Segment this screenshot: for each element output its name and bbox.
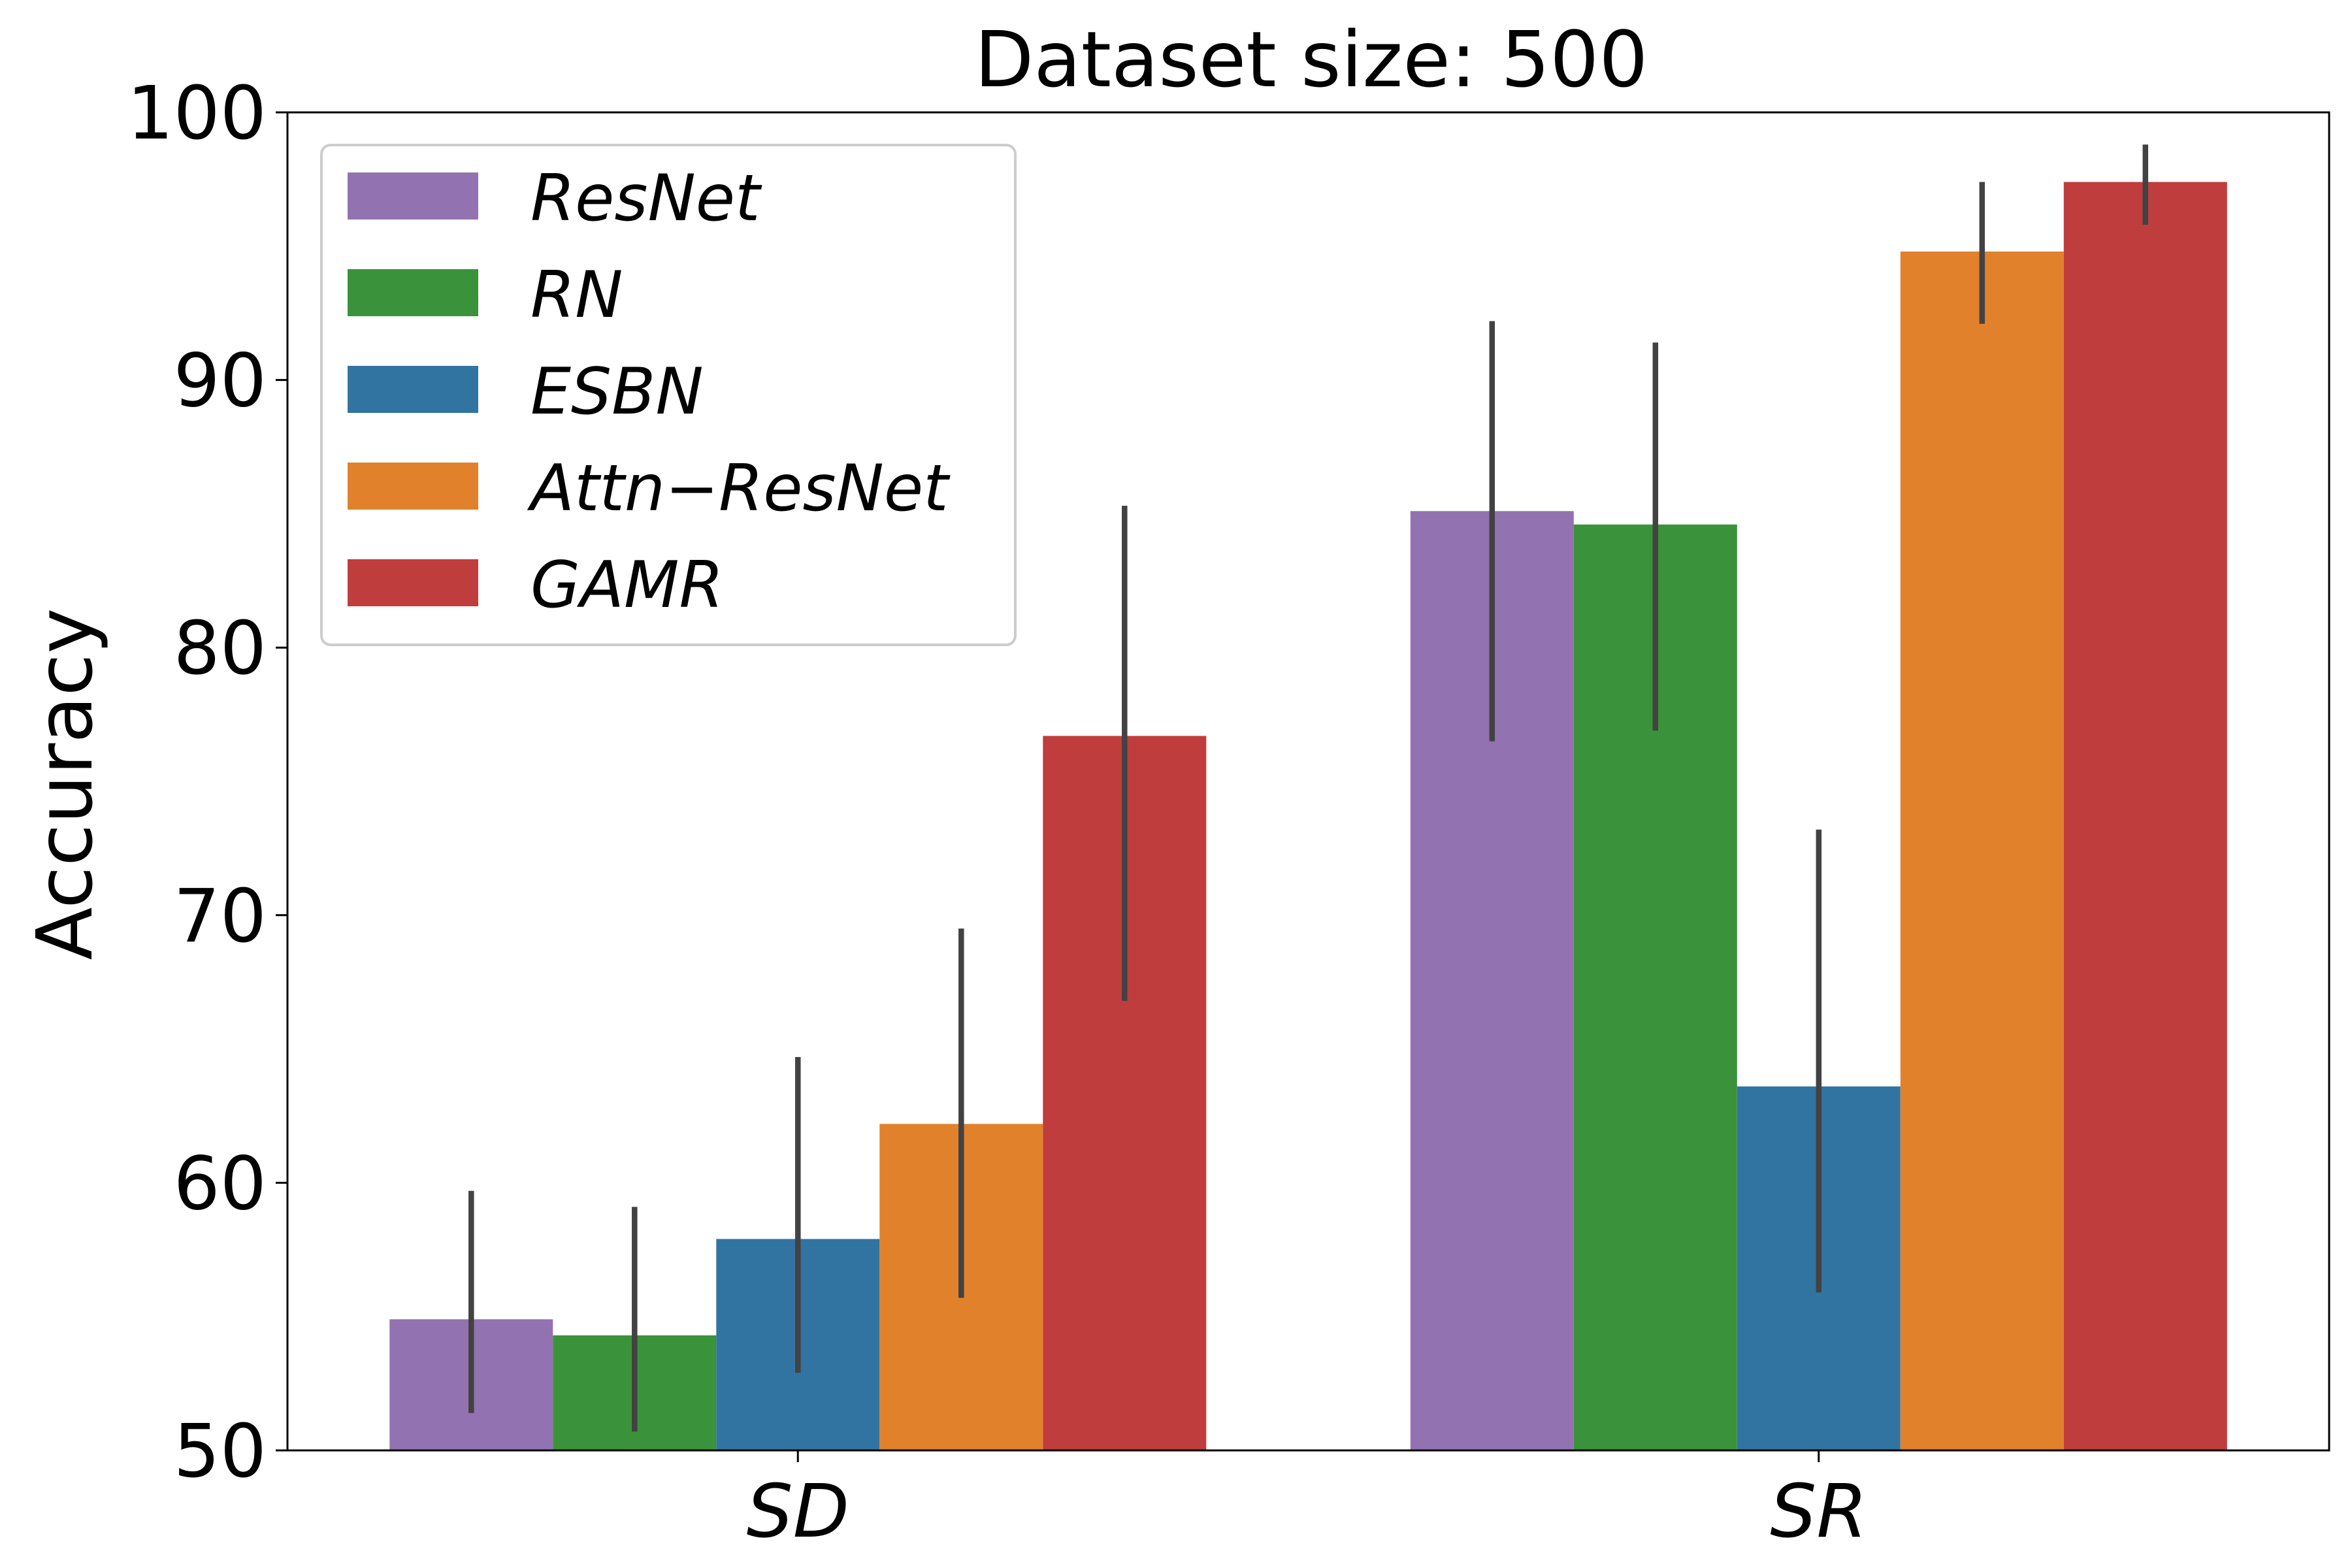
legend-label-rn: RN [531,258,623,333]
y-tick-label: 90 [173,339,267,424]
x-tick-label-sr: SR [1770,1469,1867,1554]
chart-title: Dataset size: 500 [975,14,1648,105]
legend-label-gamr: GAMR [531,548,724,623]
y-tick-label: 70 [173,874,267,959]
legend-label-resnet: ResNet [531,161,762,236]
plot-frame [286,111,2330,1452]
legend-box [320,144,1017,646]
legend-swatch-attnresnet [348,463,478,510]
legend-swatch-rn [348,269,478,316]
bars-layer [389,182,2227,1450]
y-tick-label: 60 [173,1141,267,1226]
legend-swatch-gamr [348,559,478,606]
legend: ResNet RN ESBN Attn−ResNet GAMR [320,144,1017,646]
axes-layer: 50 60 70 80 90 100 SD SR [127,71,2330,1554]
legend-swatch-resnet [348,172,478,220]
x-tick-label-sd: SD [747,1469,849,1554]
legend-swatch-esbn [348,366,478,413]
y-tick-label: 50 [173,1409,267,1494]
y-tick-label: 100 [127,71,267,156]
bar-sr-gamr [2063,182,2227,1450]
legend-label-esbn: ESBN [531,355,704,429]
y-axis-label: Accuracy [20,608,110,960]
bar-sr-attnresnet [1900,252,2064,1450]
y-tick-label: 80 [173,606,267,691]
legend-label-attnresnet: Attn−ResNet [527,451,951,526]
error-bars-layer [468,144,2149,1432]
